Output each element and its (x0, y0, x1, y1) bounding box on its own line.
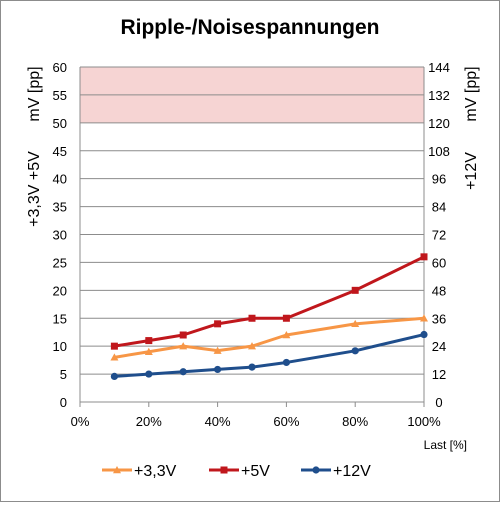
gridlines (79, 66, 425, 407)
y-tick-label-left: 0 (60, 395, 67, 410)
series-line-3-3V (114, 316, 425, 359)
data-point-5V (351, 286, 359, 294)
data-point-3-3V (248, 342, 256, 350)
y-tick-label-left: 25 (53, 255, 67, 270)
y-tick-label-left: 5 (60, 367, 67, 382)
data-point-5V (420, 253, 428, 261)
data-point-5V (248, 314, 256, 322)
x-tick-label: 40% (205, 414, 231, 429)
y-tick-label-right: 96 (432, 172, 446, 187)
y-tick-label-right: 144 (428, 60, 450, 75)
legend-marker-5V (220, 466, 228, 474)
data-point-3-3V (110, 353, 119, 361)
data-point-5V (214, 320, 222, 328)
legend-label-3-3V: +3,3V (134, 463, 177, 480)
y-tick-label-right: 0 (435, 395, 442, 410)
y-tick-label-left: 50 (53, 116, 67, 131)
series-3-3V (110, 314, 428, 361)
data-point-12V (179, 368, 187, 376)
data-point-3-3V (351, 319, 360, 328)
y-tick-label-right: 36 (432, 311, 446, 326)
tick-labels: 0 5 10 15 20 25 30 35 40 45 50 55 60 0 12 24 36 48 60 72 84 9… (53, 60, 450, 429)
y-tick-label-left: 30 (53, 228, 67, 243)
x-tick-label: 20% (136, 414, 162, 429)
data-point-3-3V (420, 314, 428, 322)
data-point-12V (110, 372, 118, 381)
y-tick-label-left: 45 (53, 144, 67, 159)
x-tick-label: 60% (273, 414, 299, 429)
y-tick-label-left: 55 (53, 88, 67, 103)
y-tick-label-right: 72 (432, 228, 446, 243)
data-point-12V (214, 365, 222, 374)
y-tick-label-left: 40 (53, 172, 67, 187)
data-point-12V (248, 363, 256, 371)
x-tick-label: 0% (71, 414, 90, 429)
y-axis-right-label-line1: +12V (463, 152, 480, 190)
data-point-5V (110, 342, 118, 350)
series-layer (110, 253, 428, 381)
y-axis-left-label-line2: mV [pp] (26, 66, 43, 121)
data-point-3-3V (213, 346, 222, 354)
y-tick-label-right: 48 (432, 283, 446, 298)
legend-marker-3-3V (113, 466, 121, 474)
y-tick-label-left: 15 (53, 311, 67, 326)
data-point-12V (351, 347, 359, 355)
y-tick-label-right: 108 (428, 144, 450, 159)
legend-label-12V: +12V (333, 463, 371, 480)
data-point-12V (145, 370, 153, 378)
data-point-5V (282, 314, 290, 322)
series-12V (110, 330, 428, 381)
x-axis-label: Last [%] (424, 438, 467, 452)
y-tick-label-left: 10 (53, 339, 67, 354)
y-axis-left-label-line1: +3,3V +5V (26, 151, 43, 227)
x-tick-label: 80% (342, 414, 368, 429)
data-point-3-3V (144, 347, 153, 355)
y-tick-label-right: 12 (432, 367, 446, 382)
data-point-12V (420, 330, 428, 339)
legend-label-5V: +5V (241, 463, 270, 480)
data-point-3-3V (282, 331, 291, 339)
y-tick-label-left: 20 (53, 283, 67, 298)
y-tick-label-right: 84 (432, 200, 446, 215)
data-point-12V (282, 358, 290, 367)
y-tick-label-right: 60 (432, 255, 446, 270)
y-tick-label-left: 35 (53, 200, 67, 215)
series-line-5V (114, 255, 425, 348)
y-tick-label-right: 132 (428, 88, 450, 103)
data-point-5V (179, 331, 187, 339)
y-tick-label-right: 120 (428, 116, 450, 131)
series-line-12V (114, 333, 425, 378)
legend: +3,3V +5V +12V (102, 463, 371, 480)
legend-marker-12V (312, 466, 320, 474)
series-5V (110, 253, 428, 350)
y-tick-label-right: 24 (432, 339, 446, 354)
data-point-3-3V (179, 342, 188, 350)
data-point-5V (145, 337, 153, 345)
chart-title: Ripple-/Noisespannungen (120, 16, 379, 39)
x-tick-label: 100% (407, 414, 441, 429)
y-tick-label-left: 60 (53, 60, 67, 75)
y-axis-right-label-line2: mV [pp] (463, 66, 480, 121)
